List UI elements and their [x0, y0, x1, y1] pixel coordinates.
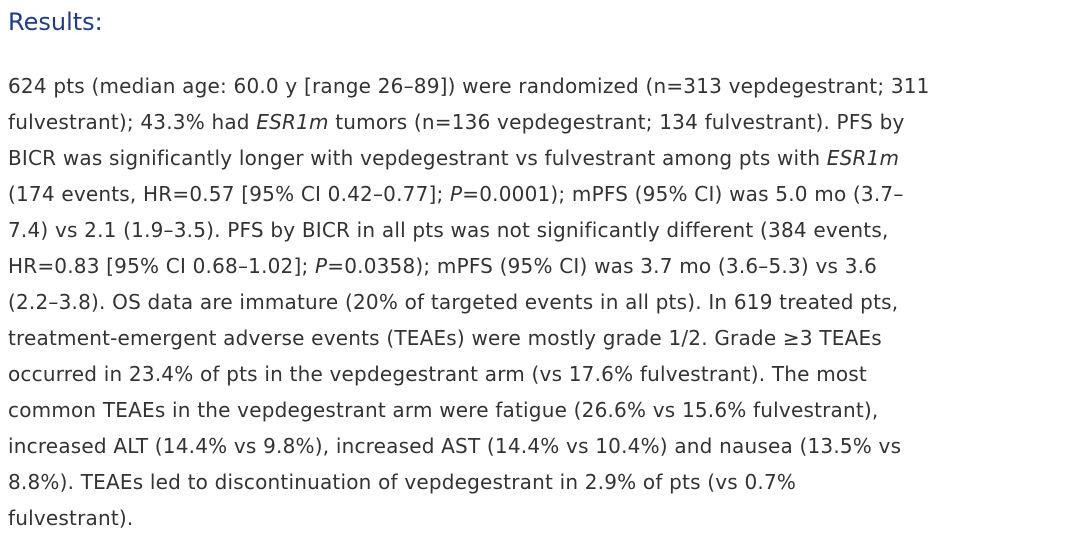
text-run: treatment-emergent adverse events (TEAEs… — [8, 326, 882, 350]
text-line: treatment-emergent adverse events (TEAEs… — [8, 320, 1074, 356]
text-run: (2.2–3.8). OS data are immature (20% of … — [8, 290, 899, 314]
italic-run: ESR1m — [256, 110, 329, 134]
italic-run: ESR1m — [826, 146, 900, 170]
text-run: 624 pts (median age: 60.0 y [range 26–89… — [8, 74, 930, 98]
text-line: fulvestrant); 43.3% had ESR1m tumors (n=… — [8, 104, 1074, 140]
text-run: fulvestrant); 43.3% had — [8, 110, 257, 134]
text-line: increased ALT (14.4% vs 9.8%), increased… — [8, 428, 1074, 464]
text-run: 8.8%). TEAEs led to discontinuation of v… — [8, 470, 797, 494]
italic-run: P — [314, 254, 328, 278]
results-paragraph: 624 pts (median age: 60.0 y [range 26–89… — [8, 68, 1074, 536]
text-line: 7.4) vs 2.1 (1.9–3.5). PFS by BICR in al… — [8, 212, 1074, 248]
text-line: HR=0.83 [95% CI 0.68–1.02]; P=0.0358); m… — [8, 248, 1074, 284]
text-run: BICR was significantly longer with vepde… — [8, 146, 827, 170]
text-line: (2.2–3.8). OS data are immature (20% of … — [8, 284, 1074, 320]
section-heading: Results: — [8, 8, 103, 36]
text-line: 8.8%). TEAEs led to discontinuation of v… — [8, 464, 1074, 500]
text-line: (174 events, HR=0.57 [95% CI 0.42–0.77];… — [8, 176, 1074, 212]
text-run: 7.4) vs 2.1 (1.9–3.5). PFS by BICR in al… — [8, 218, 889, 242]
text-line: occurred in 23.4% of pts in the vepdeges… — [8, 356, 1074, 392]
text-run: fulvestrant). — [8, 506, 134, 530]
text-line: fulvestrant). — [8, 500, 1074, 536]
text-run: increased ALT (14.4% vs 9.8%), increased… — [8, 434, 902, 458]
text-run: (174 events, HR=0.57 [95% CI 0.42–0.77]; — [8, 182, 451, 206]
text-run: occurred in 23.4% of pts in the vepdeges… — [8, 362, 867, 386]
text-line: 624 pts (median age: 60.0 y [range 26–89… — [8, 68, 1074, 104]
italic-run: P — [450, 182, 463, 206]
text-run: =0.0001); mPFS (95% CI) was 5.0 mo (3.7– — [462, 182, 904, 206]
text-run: common TEAEs in the vepdegestrant arm we… — [8, 398, 879, 422]
text-run: HR=0.83 [95% CI 0.68–1.02]; — [8, 254, 315, 278]
text-line: common TEAEs in the vepdegestrant arm we… — [8, 392, 1074, 428]
text-run: tumors (n=136 vepdegestrant; 134 fulvest… — [328, 110, 905, 134]
text-run: =0.0358); mPFS (95% CI) was 3.7 mo (3.6–… — [327, 254, 878, 278]
text-line: BICR was significantly longer with vepde… — [8, 140, 1074, 176]
